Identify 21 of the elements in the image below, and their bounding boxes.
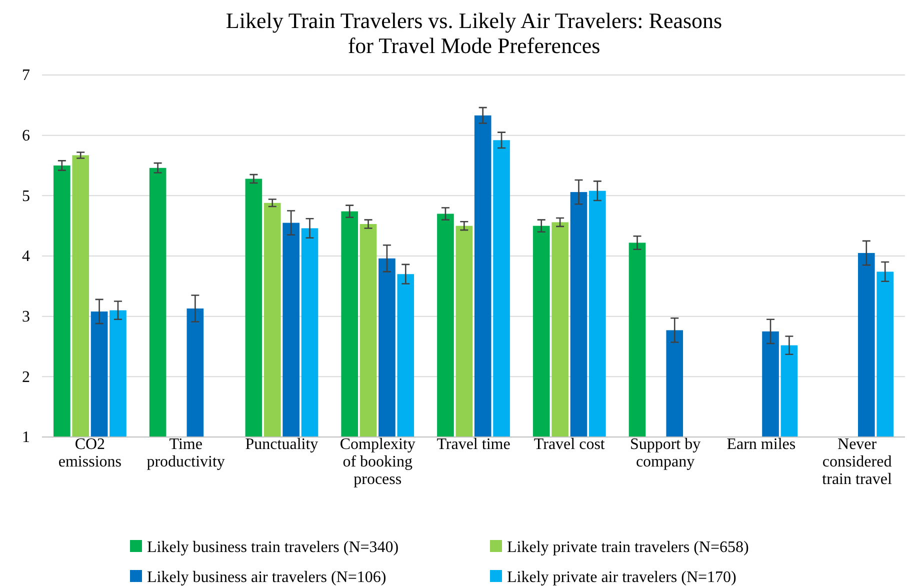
- y-tick-label: 4: [22, 248, 30, 266]
- legend-label: Likely business air travelers (N=106): [147, 569, 386, 586]
- y-tick-label: 3: [22, 308, 30, 326]
- y-tick-label: 1: [22, 429, 30, 446]
- x-tick-label: Support by company: [630, 436, 701, 471]
- x-tick-label: Time productivity: [146, 436, 225, 471]
- x-tick-label: Travel time: [436, 436, 510, 453]
- legend-label: Likely private train travelers (N=658): [507, 539, 749, 556]
- y-tick-label: 6: [22, 127, 30, 144]
- legend-label: Likely private air travelers (N=170): [507, 569, 736, 586]
- legend-label: Likely business train travelers (N=340): [147, 539, 399, 556]
- x-tick-label: Punctuality: [245, 436, 318, 453]
- x-tick-label: Complexity of booking process: [340, 436, 416, 488]
- y-tick-label: 2: [22, 368, 30, 386]
- x-tick-label: Never considered train travel: [822, 436, 892, 488]
- y-tick-label: 7: [22, 67, 30, 84]
- y-tick-label: 5: [22, 188, 30, 205]
- x-tick-label: Earn miles: [726, 436, 796, 453]
- x-tick-label: CO2 emissions: [58, 436, 122, 471]
- x-tick-label: Travel cost: [534, 436, 606, 453]
- chart-title: Likely Train Travelers vs. Likely Air Travelers: Reasons for Travel Mode Preferences: [226, 8, 722, 58]
